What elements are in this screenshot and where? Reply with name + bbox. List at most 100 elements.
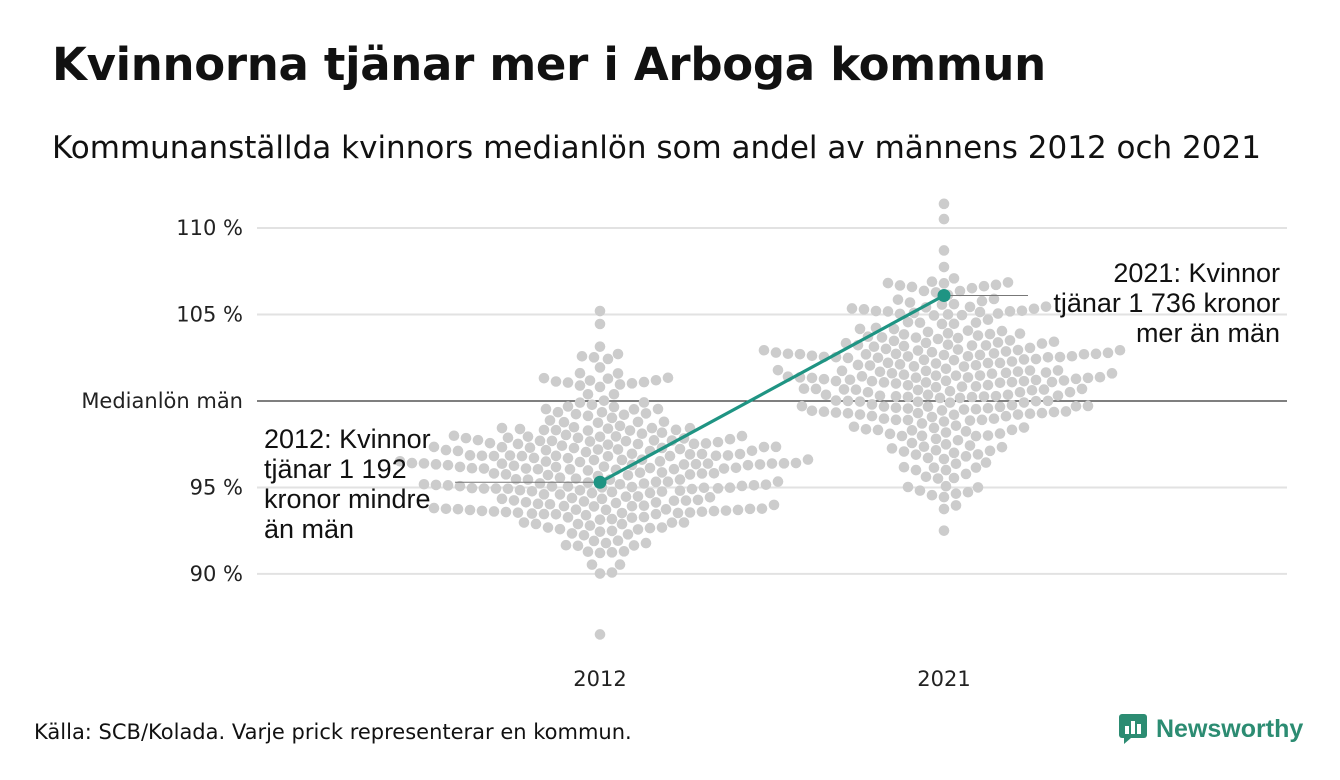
data-dot xyxy=(966,340,978,351)
data-dot xyxy=(962,372,974,383)
data-dot xyxy=(1054,351,1066,363)
data-dot xyxy=(848,421,860,433)
data-dot xyxy=(562,481,574,492)
data-dot xyxy=(534,435,546,447)
data-dot xyxy=(678,517,690,528)
data-dot xyxy=(638,376,650,388)
data-dot xyxy=(588,352,600,363)
data-dot xyxy=(606,567,618,578)
data-dot xyxy=(540,403,552,415)
data-dot xyxy=(1000,346,1012,357)
data-dot xyxy=(586,487,598,499)
data-dot xyxy=(842,352,854,364)
data-dot xyxy=(594,526,606,537)
data-dot xyxy=(636,428,648,439)
data-dot xyxy=(970,430,982,442)
data-dot xyxy=(692,494,704,506)
data-dot xyxy=(746,445,758,457)
data-dot xyxy=(982,357,994,369)
data-dot xyxy=(976,414,988,426)
data-dot xyxy=(476,450,488,462)
data-dot xyxy=(478,463,490,474)
data-dot xyxy=(836,365,848,377)
data-dot xyxy=(550,424,562,436)
data-dot xyxy=(918,354,930,366)
data-dot xyxy=(632,491,644,502)
data-dot xyxy=(936,318,948,330)
data-dot xyxy=(966,391,978,403)
data-dot xyxy=(720,505,732,516)
data-dot xyxy=(574,367,586,379)
data-dot xyxy=(992,337,1004,348)
data-dot xyxy=(606,525,618,537)
data-dot xyxy=(966,282,978,294)
data-dot xyxy=(542,522,554,533)
data-dot xyxy=(556,440,568,452)
data-dot xyxy=(612,348,624,360)
data-dot xyxy=(916,418,928,429)
data-dot xyxy=(922,401,934,412)
data-dot xyxy=(930,381,942,393)
data-dot xyxy=(992,308,1004,319)
data-dot xyxy=(964,440,976,451)
data-dot xyxy=(882,306,894,317)
data-dot xyxy=(818,373,830,385)
data-dot xyxy=(904,297,916,308)
data-dot xyxy=(594,318,606,330)
data-dot xyxy=(1048,406,1060,418)
data-dot xyxy=(628,404,640,415)
data-dot xyxy=(670,424,682,436)
data-dot xyxy=(1024,365,1036,376)
y-tick-label: 105 % xyxy=(176,303,243,327)
data-dot xyxy=(558,416,570,428)
y-tick-label: 110 % xyxy=(176,216,243,240)
data-dot xyxy=(668,495,680,507)
data-dot xyxy=(534,478,546,489)
data-dot xyxy=(638,511,650,523)
data-dot xyxy=(930,370,942,381)
data-dot xyxy=(684,507,696,518)
data-dot xyxy=(972,330,984,341)
data-dot xyxy=(970,381,982,392)
annotation-line: tjänar 1 192 xyxy=(264,454,407,484)
data-dot xyxy=(708,467,720,479)
data-dot xyxy=(1038,384,1050,395)
data-dot xyxy=(622,529,634,540)
data-dot xyxy=(602,373,614,384)
data-dot xyxy=(674,485,686,497)
data-dot xyxy=(892,294,904,305)
chart-subtitle: Kommunanställda kvinnors medianlön som a… xyxy=(52,130,1261,166)
data-dot xyxy=(572,518,584,530)
data-dot xyxy=(1012,366,1024,377)
data-dot xyxy=(454,480,466,492)
data-dot xyxy=(632,524,644,535)
data-dot xyxy=(570,504,582,515)
data-dot xyxy=(910,449,922,460)
data-dot xyxy=(562,512,574,523)
data-dot xyxy=(736,480,748,492)
data-dot xyxy=(1006,424,1018,436)
data-dot xyxy=(678,459,690,470)
data-dot xyxy=(860,423,872,435)
data-dot xyxy=(928,310,940,321)
data-dot xyxy=(730,462,742,474)
data-dot xyxy=(962,486,974,498)
data-dot xyxy=(584,436,596,447)
data-dot xyxy=(430,459,442,470)
data-dot xyxy=(1002,277,1014,288)
data-dot xyxy=(912,396,924,408)
data-dot xyxy=(1070,400,1082,412)
data-dot xyxy=(994,357,1006,369)
data-dot xyxy=(632,416,644,428)
dots-layer xyxy=(394,198,1126,640)
data-dot xyxy=(560,539,572,551)
data-dot xyxy=(496,441,508,453)
data-dot xyxy=(538,372,550,384)
data-dot xyxy=(1040,367,1052,378)
data-dot xyxy=(850,384,862,396)
data-dot xyxy=(1004,306,1016,317)
data-dot xyxy=(960,468,972,480)
data-dot xyxy=(542,469,554,481)
data-dot xyxy=(1052,365,1064,376)
data-dot xyxy=(810,383,822,395)
